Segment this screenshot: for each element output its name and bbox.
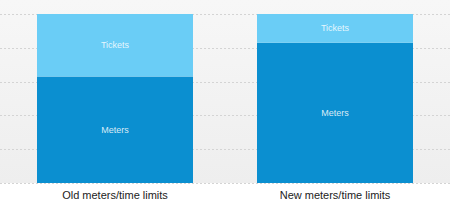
- labels: Meters Tickets Old meters/time limits Meter…: [62, 23, 391, 201]
- chart-container: Meters Tickets Old meters/time limits Meter…: [0, 0, 450, 205]
- segment-label: Meters: [101, 125, 129, 135]
- bars: [37, 14, 413, 183]
- segment-label: Meters: [321, 108, 349, 118]
- plot-background: [0, 0, 450, 183]
- bar-segment: [257, 43, 413, 183]
- bar-segment: [257, 14, 413, 43]
- chart-svg: Meters Tickets Old meters/time limits Meter…: [0, 0, 450, 205]
- segment-label: Tickets: [321, 23, 350, 33]
- category-label: New meters/time limits: [280, 189, 391, 201]
- bar-segment: [37, 77, 193, 183]
- grid: [0, 15, 450, 184]
- segment-label: Tickets: [101, 40, 130, 50]
- bar-segment: [37, 14, 193, 77]
- category-label: Old meters/time limits: [62, 189, 168, 201]
- grid-line: [0, 183, 450, 184]
